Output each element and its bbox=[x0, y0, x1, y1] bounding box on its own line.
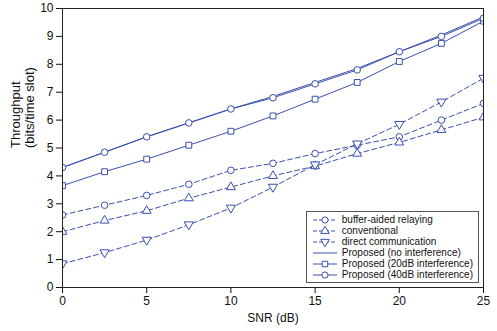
svg-text:2: 2 bbox=[47, 225, 54, 239]
svg-text:6: 6 bbox=[47, 113, 54, 127]
html-text:Proposed (40dB interference): Proposed (40dB interference) bbox=[341, 269, 473, 280]
html-text:direct communication: direct communication bbox=[341, 236, 437, 247]
html-text:buffer-aided relaying: buffer-aided relaying bbox=[341, 214, 433, 225]
svg-text:0: 0 bbox=[59, 294, 66, 308]
svg-text:Throughput(bits/time slot): Throughput(bits/time slot) bbox=[8, 67, 37, 148]
svg-text:4: 4 bbox=[47, 169, 54, 183]
svg-text:25: 25 bbox=[477, 294, 491, 308]
html-text:Proposed (no interference): Proposed (no interference) bbox=[341, 247, 461, 258]
svg-text:10: 10 bbox=[40, 1, 54, 15]
svg-text:9: 9 bbox=[47, 29, 54, 43]
svg-text:15: 15 bbox=[308, 294, 322, 308]
svg-text:3: 3 bbox=[47, 197, 54, 211]
svg-text:10: 10 bbox=[224, 294, 238, 308]
svg-text:7: 7 bbox=[47, 85, 54, 99]
svg-text:8: 8 bbox=[47, 57, 54, 71]
svg-text:SNR (dB): SNR (dB) bbox=[247, 311, 298, 325]
svg-text:20: 20 bbox=[393, 294, 407, 308]
svg-text:0: 0 bbox=[47, 280, 54, 294]
svg-text:5: 5 bbox=[143, 294, 150, 308]
svg-text:5: 5 bbox=[47, 141, 54, 155]
html-text:conventional: conventional bbox=[341, 225, 398, 236]
html-text:Proposed (20dB interference): Proposed (20dB interference) bbox=[341, 258, 473, 269]
svg-text:1: 1 bbox=[47, 252, 54, 266]
